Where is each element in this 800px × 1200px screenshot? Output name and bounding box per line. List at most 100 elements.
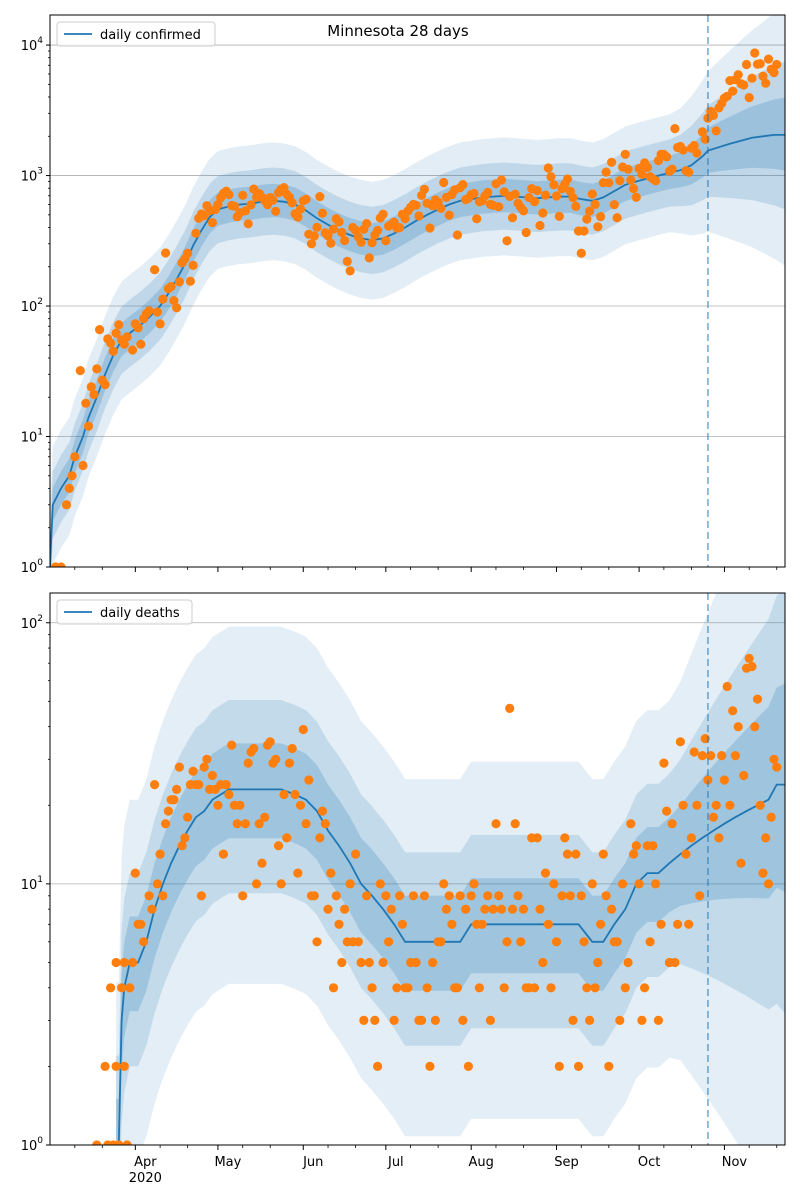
data-point [615, 1015, 625, 1025]
data-point [678, 800, 688, 810]
data-point [111, 1061, 121, 1071]
data-point [92, 364, 102, 374]
data-point [340, 235, 350, 246]
data-point [656, 919, 666, 929]
data-point [620, 149, 630, 159]
data-point [474, 983, 484, 993]
data-point [642, 162, 653, 172]
data-point [772, 59, 782, 70]
data-point [111, 957, 121, 968]
data-point [640, 983, 650, 993]
data-point [284, 758, 295, 768]
data-point [593, 222, 603, 232]
data-point [89, 389, 99, 400]
data-point [505, 703, 515, 714]
data-point [114, 1140, 124, 1145]
data-point [177, 841, 187, 851]
y-tick-label: 102 [21, 614, 43, 632]
data-point [452, 230, 462, 240]
y-tick-label: 103 [21, 167, 43, 185]
data-point [631, 841, 641, 851]
data-point [196, 891, 206, 901]
data-point [744, 653, 754, 664]
data-point [86, 382, 96, 392]
data-point [367, 983, 377, 993]
data-point [240, 819, 250, 829]
data-point [551, 191, 562, 201]
data-point [249, 743, 259, 754]
data-point [678, 145, 688, 155]
data-point [392, 983, 402, 993]
data-point [158, 891, 168, 901]
data-point [772, 762, 782, 772]
data-point [516, 937, 526, 947]
data-point [265, 737, 275, 747]
data-point [133, 323, 143, 333]
data-point [714, 833, 724, 843]
data-point [331, 891, 341, 901]
data-point [106, 983, 116, 993]
data-point [122, 1140, 132, 1145]
data-point [571, 201, 581, 211]
data-point [576, 891, 586, 901]
data-point [238, 891, 248, 901]
data-point [439, 177, 449, 188]
data-point [334, 919, 344, 929]
data-point [130, 868, 140, 878]
data-point [428, 957, 438, 968]
data-point [510, 819, 520, 829]
data-point [268, 195, 278, 205]
data-point [604, 1061, 614, 1071]
data-point [662, 806, 672, 816]
data-point [337, 227, 347, 238]
data-point [483, 891, 493, 901]
data-point [362, 891, 372, 901]
data-point [188, 260, 198, 270]
data-point [485, 1015, 495, 1025]
data-point [117, 983, 127, 993]
y-tick-label: 100 [21, 1136, 44, 1154]
data-point [675, 737, 686, 747]
data-point [626, 175, 636, 185]
data-point [631, 192, 641, 202]
x-tick-sublabel: 2020 [129, 1171, 162, 1186]
data-point [747, 661, 757, 672]
data-point [728, 706, 738, 716]
legend-label: daily confirmed [100, 28, 201, 43]
data-point [199, 762, 209, 772]
data-point [697, 751, 708, 761]
data-point [579, 937, 589, 947]
y-tick-label: 100 [21, 558, 44, 576]
data-point [312, 222, 322, 232]
x-tick-label: Jul [387, 1155, 404, 1170]
data-point [725, 800, 735, 810]
data-point [739, 770, 749, 781]
data-point [139, 937, 149, 947]
data-point [651, 879, 661, 889]
data-point [183, 812, 193, 822]
data-point [191, 228, 201, 238]
legend-box [56, 21, 216, 47]
data-point [213, 200, 223, 210]
data-point [144, 891, 154, 901]
data-point [185, 276, 195, 286]
x-tick-label: Nov [722, 1155, 748, 1170]
data-point [207, 770, 217, 781]
data-point [304, 775, 314, 785]
data-point [61, 500, 72, 510]
data-point [417, 1015, 427, 1025]
data-point [271, 206, 281, 216]
data-point [364, 253, 374, 263]
data-point [532, 833, 542, 843]
data-point [436, 937, 446, 947]
data-point [172, 303, 182, 313]
data-point [596, 919, 606, 929]
data-point [744, 93, 754, 103]
data-point [312, 937, 322, 947]
data-point [271, 754, 281, 764]
data-point [293, 868, 303, 878]
data-point [769, 754, 779, 764]
data-point [596, 212, 606, 222]
uncertainty-band-1 [50, 15, 785, 567]
data-point [337, 957, 347, 968]
